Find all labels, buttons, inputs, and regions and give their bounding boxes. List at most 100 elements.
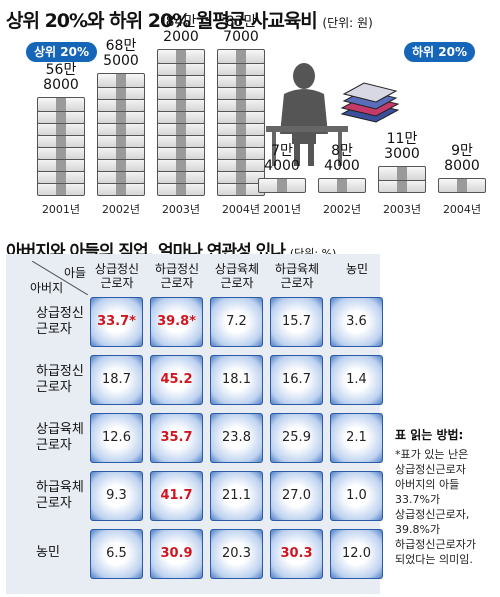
bottom20-amount-line2: 8000 xyxy=(444,158,480,174)
top20-amount-line1: 84만 xyxy=(165,14,197,30)
bottom20-amount-line1: 9만 xyxy=(451,143,473,159)
matrix-cell: 16.7 xyxy=(270,355,323,405)
top20-year-label: 2001년 xyxy=(41,203,81,216)
bottom20-year-label: 2002년 xyxy=(322,203,362,216)
matrix-cell: 2.1 xyxy=(330,413,383,463)
matrix-cell: 9.3 xyxy=(90,471,143,521)
row-header-line1: 농민 xyxy=(36,545,60,560)
top20-2001년-bundle xyxy=(37,97,85,112)
page-title: 상위 20%와 하위 20% 월평균 사교육비 (단위: 원) xyxy=(6,6,373,33)
bottom20-year-label: 2004년 xyxy=(442,203,482,216)
matrix-cell: 35.7 xyxy=(150,413,203,463)
note-line: 39.8%가 xyxy=(395,523,441,536)
row-header: 상급육체 근로자 xyxy=(36,422,96,454)
matrix-cell: 7.2 xyxy=(210,297,263,347)
row-header-line1: 상급육체 xyxy=(36,422,84,437)
matrix-cell: 12.0 xyxy=(330,529,383,579)
top20-badge: 상위 20% xyxy=(26,42,97,62)
row-header: 농민 xyxy=(36,545,96,561)
books-illustration xyxy=(340,82,400,123)
matrix-cell: 6.5 xyxy=(90,529,143,579)
bottom20-2001년-bundle xyxy=(258,178,306,193)
title-text: 상위 20%와 하위 20% 월평균 사교육비 xyxy=(6,10,318,32)
top20-amount-line1: 56만 xyxy=(45,62,77,78)
note-title: 표 읽는 방법: xyxy=(395,428,464,442)
bottom20-amount-label: 8만 4000 xyxy=(312,144,372,174)
bottom20-2003년-bundle xyxy=(378,166,426,181)
matrix-cell: 33.7* xyxy=(90,297,143,347)
top20-2003년-bundle xyxy=(157,109,205,124)
matrix-cell: 27.0 xyxy=(270,471,323,521)
column-header-line2: 근로자 xyxy=(280,276,314,290)
row-header: 상급정신 근로자 xyxy=(36,306,96,338)
bottom20-amount-line2: 3000 xyxy=(384,146,420,162)
bottom20-amount-line2: 4000 xyxy=(264,158,300,174)
column-header: 농민 xyxy=(328,262,386,276)
column-header-line2: 근로자 xyxy=(100,276,134,290)
column-header-line1: 상급육체 xyxy=(214,262,260,276)
matrix-cell: 45.2 xyxy=(150,355,203,405)
matrix-cell: 15.7 xyxy=(270,297,323,347)
top20-2001년-bundle xyxy=(37,169,85,184)
matrix-cell: 39.8* xyxy=(150,297,203,347)
matrix-cell: 1.4 xyxy=(330,355,383,405)
corner-divider xyxy=(32,261,88,295)
matrix-cell: 12.6 xyxy=(90,413,143,463)
column-header-line1: 상급정신 xyxy=(94,262,140,276)
top20-year-label: 2004년 xyxy=(221,203,261,216)
top20-amount-label: 56만 8000 xyxy=(31,63,91,93)
note-line: 되었다는 의미임. xyxy=(395,553,473,566)
row-header: 하급정신 근로자 xyxy=(36,364,96,396)
bottom20-2004년-bundle xyxy=(438,178,486,193)
top20-2002년-bundle xyxy=(97,169,145,184)
top20-amount-line2: 2000 xyxy=(163,29,199,45)
top20-year-label: 2002년 xyxy=(101,203,141,216)
note-line: 상급정신근로자 xyxy=(395,463,466,476)
row-header-line1: 상급정신 xyxy=(36,306,84,321)
bottom20-amount-line2: 4000 xyxy=(324,158,360,174)
matrix-cell: 1.0 xyxy=(330,471,383,521)
row-header-line2: 근로자 xyxy=(36,380,72,395)
corner-son-label: 아들 xyxy=(64,266,87,280)
bottom20-amount-line1: 8만 xyxy=(331,143,353,159)
bottom20-year-label: 2001년 xyxy=(262,203,302,216)
top20-2002년-bundle xyxy=(97,73,145,88)
top20-amount-line2: 5000 xyxy=(103,53,139,69)
row-header-line2: 근로자 xyxy=(36,438,72,453)
bottom20-amount-label: 7만 4000 xyxy=(252,144,312,174)
column-header: 상급정신 근로자 xyxy=(88,262,146,290)
top20-amount-label: 83만 7000 xyxy=(211,15,271,45)
matrix-cell: 21.1 xyxy=(210,471,263,521)
column-header-line2: 근로자 xyxy=(160,276,194,290)
top20-amount-label: 84만 2000 xyxy=(151,15,211,45)
row-header-line2: 근로자 xyxy=(36,322,72,337)
matrix-cell: 3.6 xyxy=(330,297,383,347)
column-header-line2: 근로자 xyxy=(220,276,254,290)
column-header-line1: 농민 xyxy=(345,262,369,276)
row-header-line2: 근로자 xyxy=(36,496,72,511)
column-header: 상급육체 근로자 xyxy=(208,262,266,290)
title-unit: (단위: 원) xyxy=(322,16,373,30)
matrix-cell: 18.7 xyxy=(90,355,143,405)
matrix-cell: 23.8 xyxy=(210,413,263,463)
matrix-cell: 30.9 xyxy=(150,529,203,579)
row-header-line1: 하급육체 xyxy=(36,480,84,495)
top20-year-label: 2003년 xyxy=(161,203,201,216)
column-header-line1: 하급정신 xyxy=(154,262,200,276)
matrix-cell: 25.9 xyxy=(270,413,323,463)
matrix-cell: 41.7 xyxy=(150,471,203,521)
matrix-cell: 18.1 xyxy=(210,355,263,405)
matrix-cell: 30.3 xyxy=(270,529,323,579)
note-line: 아버지의 아들 xyxy=(395,478,460,491)
top20-2003년-bundle xyxy=(157,49,205,64)
corner-father-label: 아버지 xyxy=(30,281,64,295)
bottom20-amount-label: 9만 8000 xyxy=(432,144,492,174)
note-line: 상급정신근로자, xyxy=(395,508,470,521)
row-header: 하급육체 근로자 xyxy=(36,480,96,512)
column-header-line1: 하급육체 xyxy=(274,262,320,276)
bottom20-amount-line1: 11만 xyxy=(386,131,418,147)
top20-amount-line1: 68만 xyxy=(105,38,137,54)
top20-amount-label: 68만 5000 xyxy=(91,39,151,69)
note-line: 하급정신근로자가 xyxy=(395,538,476,551)
note-line: *표가 있는 난은 xyxy=(395,448,469,461)
